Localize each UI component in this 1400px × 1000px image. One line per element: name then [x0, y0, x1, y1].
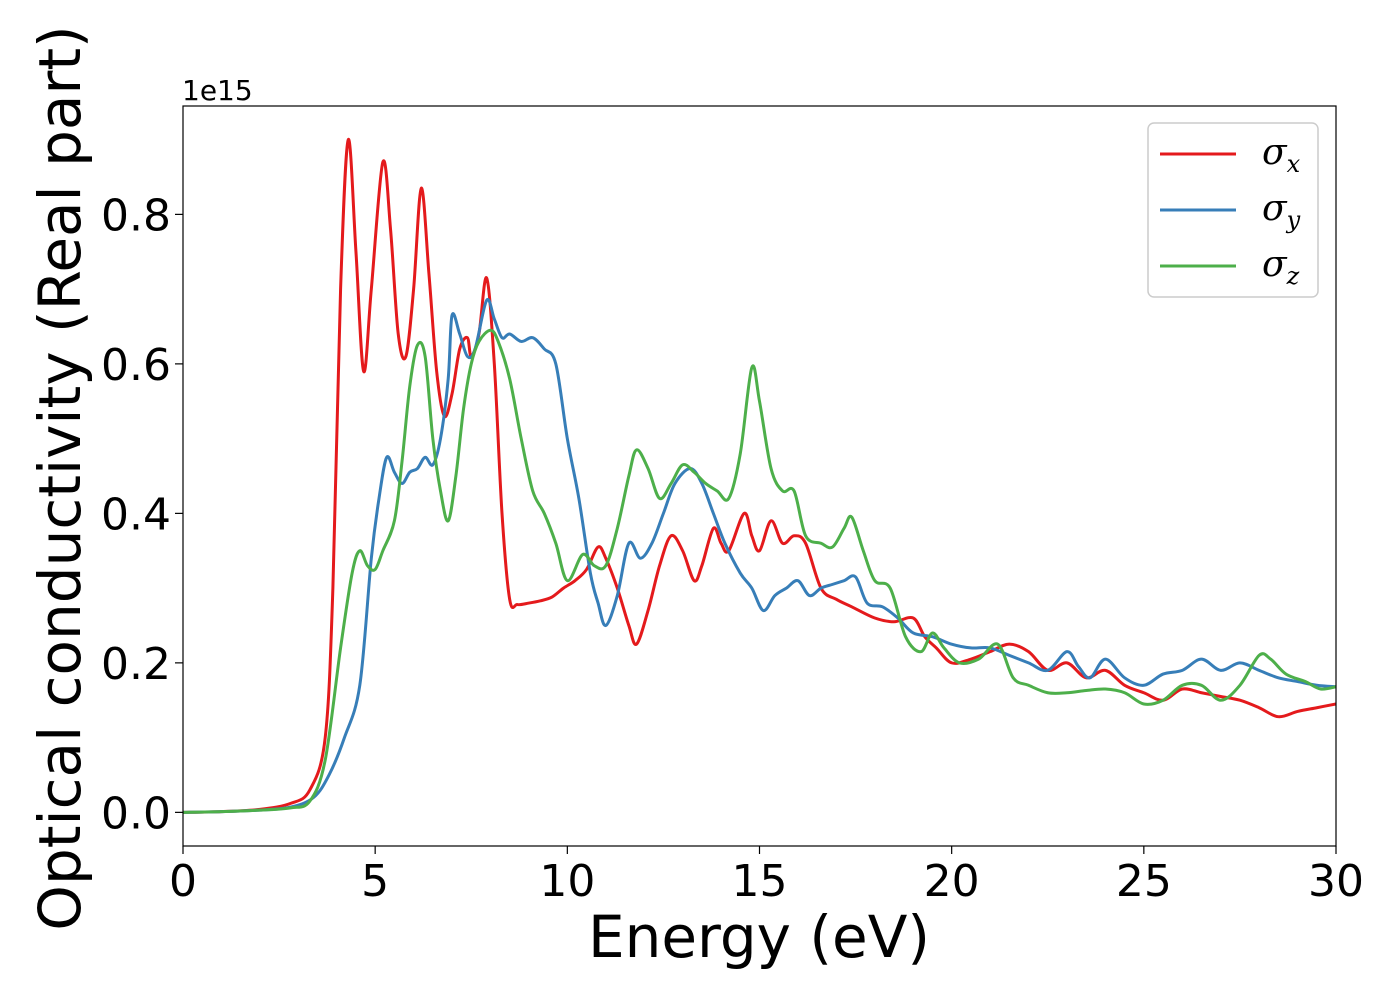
series-line-y — [183, 297, 1336, 814]
x-tick-label: 30 — [1308, 856, 1364, 907]
x-axis-label: Energy (eV) — [588, 903, 930, 971]
series-line-x — [183, 138, 1336, 814]
legend-entry-y: σy — [1262, 188, 1301, 234]
y-tick-label: 0.0 — [101, 788, 171, 839]
x-tick-label: 20 — [924, 856, 980, 907]
y-tick-label: 0.6 — [101, 340, 171, 391]
y-tick-label: 0.2 — [101, 639, 171, 690]
x-tick-label: 15 — [732, 856, 788, 907]
x-tick-label: 25 — [1116, 856, 1172, 907]
axes-layer: 0 5 10 15 20 25 30 0.0 0.2 0.4 0.6 0.8 — [101, 105, 1364, 907]
y-tick-label: 0.8 — [101, 190, 171, 241]
legend: σx σy σz — [1147, 122, 1319, 298]
series-layer — [183, 138, 1336, 814]
series-line-z — [183, 328, 1336, 814]
x-tick-label: 5 — [361, 856, 389, 907]
legend-entry-x: σx — [1262, 132, 1301, 178]
y-offset-label: 1e15 — [182, 74, 253, 107]
y-tick-label: 0.4 — [101, 489, 171, 540]
x-tick-label: 10 — [539, 856, 595, 907]
legend-entry-z: σz — [1262, 244, 1300, 290]
y-axis-label: Optical conductivity (Real part) — [26, 25, 94, 930]
x-tick-label: 0 — [169, 856, 197, 907]
